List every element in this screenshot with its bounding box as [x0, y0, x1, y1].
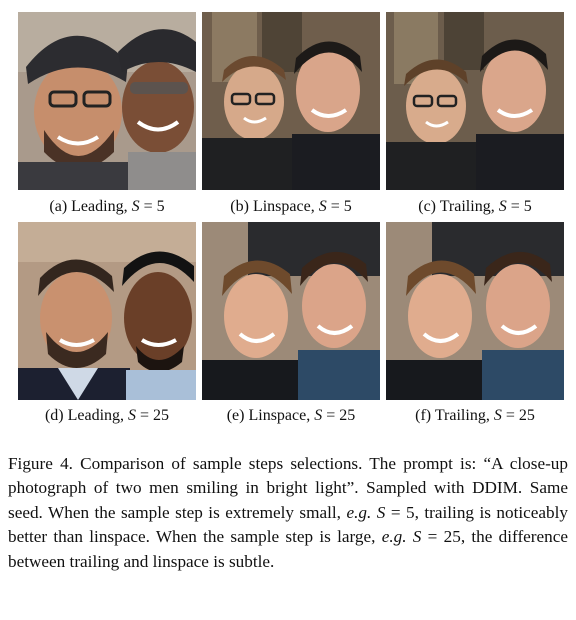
panel-caption-b: (b) Linspace, S = 5 [198, 196, 384, 218]
photo-leading-s25 [18, 222, 196, 400]
caption-eg-1: e.g. [346, 503, 371, 522]
image-leading-s5 [18, 12, 196, 190]
photo-linspace-s5 [202, 12, 380, 190]
panel-caption-a: (a) Leading, S = 5 [14, 196, 200, 218]
image-linspace-s5 [202, 12, 380, 190]
caption-s-2: S [407, 527, 422, 546]
panel-caption-d: (d) Leading, S = 25 [14, 405, 200, 427]
image-leading-s25 [18, 222, 196, 400]
panel-caption-e: (e) Linspace, S = 25 [198, 405, 384, 427]
photo-leading-s5 [18, 12, 196, 190]
photo-linspace-s25 [202, 222, 380, 400]
image-trailing-s5 [386, 12, 564, 190]
caption-s-1: S [371, 503, 385, 522]
image-trailing-s25 [386, 222, 564, 400]
figure-caption: Figure 4. Comparison of sample steps sel… [8, 452, 568, 574]
panel-caption-c: (c) Trailing, S = 5 [382, 196, 568, 218]
photo-trailing-s5 [386, 12, 564, 190]
photo-trailing-s25 [386, 222, 564, 400]
caption-eg-2: e.g. [382, 527, 407, 546]
panel-caption-f: (f) Trailing, S = 25 [382, 405, 568, 427]
image-linspace-s25 [202, 222, 380, 400]
